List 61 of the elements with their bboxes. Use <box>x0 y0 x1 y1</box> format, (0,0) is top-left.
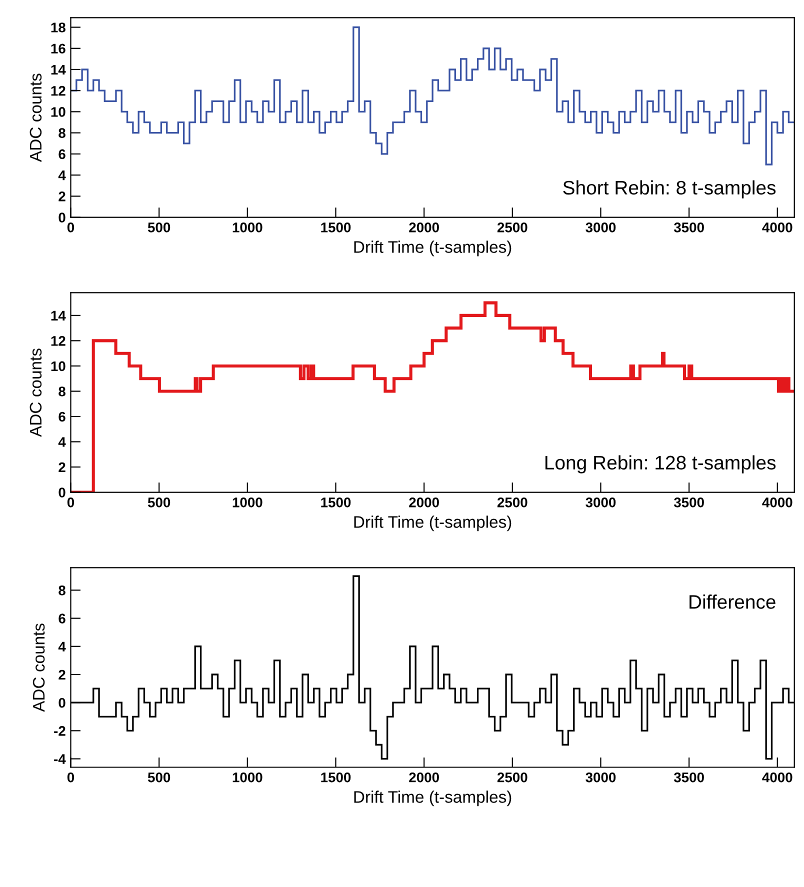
x-tick-label: 2000 <box>409 772 439 782</box>
x-tick-label: 1000 <box>232 222 262 232</box>
y-tick-label: 0 <box>58 488 66 498</box>
x-tick-label: 1000 <box>232 498 262 508</box>
y-axis-title: ADC counts <box>30 74 42 162</box>
annotation: Long Rebin: 128 t-samples <box>545 455 776 474</box>
x-axis-title: Drift Time (t-samples) <box>354 516 512 532</box>
x-tick-label: 4000 <box>762 222 792 232</box>
x-tick-label: 4000 <box>762 772 792 782</box>
y-tick-label: 8 <box>58 586 66 596</box>
x-tick-label: 2000 <box>409 222 439 232</box>
y-tick-label: 8 <box>58 386 66 396</box>
y-tick-label: -4 <box>54 754 66 764</box>
y-tick-label: 4 <box>58 170 66 180</box>
y-tick-label: 10 <box>51 107 66 117</box>
y-tick-label: 6 <box>58 149 66 160</box>
x-tick-label: 0 <box>67 498 74 508</box>
x-tick-label: 1000 <box>232 772 262 782</box>
y-axis-title: ADC counts <box>30 348 42 437</box>
x-tick-label: 3000 <box>586 498 616 508</box>
y-tick-label: 4 <box>58 642 66 652</box>
y-tick-label: 16 <box>51 44 66 54</box>
y-axis-title: ADC counts <box>32 624 45 712</box>
y-tick-label: 10 <box>51 361 66 372</box>
x-tick-label: 3500 <box>674 222 704 232</box>
y-tick-label: 0 <box>58 698 66 708</box>
x-tick-label: 2500 <box>497 222 528 232</box>
x-tick-label: 0 <box>67 772 74 782</box>
x-tick-label: 1500 <box>321 222 351 232</box>
x-axis-title: Drift Time (t-samples) <box>354 240 512 256</box>
x-tick-label: 500 <box>148 498 170 508</box>
x-tick-label: 2500 <box>497 772 528 782</box>
x-tick-label: 2500 <box>497 498 528 508</box>
y-tick-label: 8 <box>58 128 66 138</box>
y-tick-label: 14 <box>51 310 66 320</box>
y-tick-label: 6 <box>58 412 66 422</box>
y-tick-label: 12 <box>51 336 66 346</box>
annotation: Short Rebin: 8 t-samples <box>563 180 776 198</box>
y-tick-label: 2 <box>58 462 66 472</box>
y-tick-label: 2 <box>58 192 66 202</box>
x-tick-label: 0 <box>67 222 74 232</box>
y-tick-label: 0 <box>58 212 66 222</box>
x-tick-label: 4000 <box>762 498 792 508</box>
x-tick-label: 3000 <box>586 222 616 232</box>
y-tick-label: 14 <box>51 64 66 75</box>
x-tick-label: 1500 <box>321 772 351 782</box>
x-tick-label: 1500 <box>321 498 351 508</box>
x-tick-label: 3000 <box>586 772 616 782</box>
x-axis-title: Drift Time (t-samples) <box>354 790 512 806</box>
y-tick-label: 12 <box>51 86 66 96</box>
y-tick-label: 18 <box>51 22 66 32</box>
y-tick-label: 2 <box>58 670 66 680</box>
y-tick-label: 4 <box>58 437 66 447</box>
y-tick-label: 6 <box>58 614 66 624</box>
x-tick-label: 3500 <box>674 498 704 508</box>
x-tick-label: 500 <box>148 772 170 782</box>
annotation: Difference <box>690 594 776 609</box>
x-tick-label: 2000 <box>409 498 439 508</box>
x-tick-label: 3500 <box>674 772 704 782</box>
y-tick-label: -2 <box>54 726 66 736</box>
x-tick-label: 500 <box>148 222 170 232</box>
